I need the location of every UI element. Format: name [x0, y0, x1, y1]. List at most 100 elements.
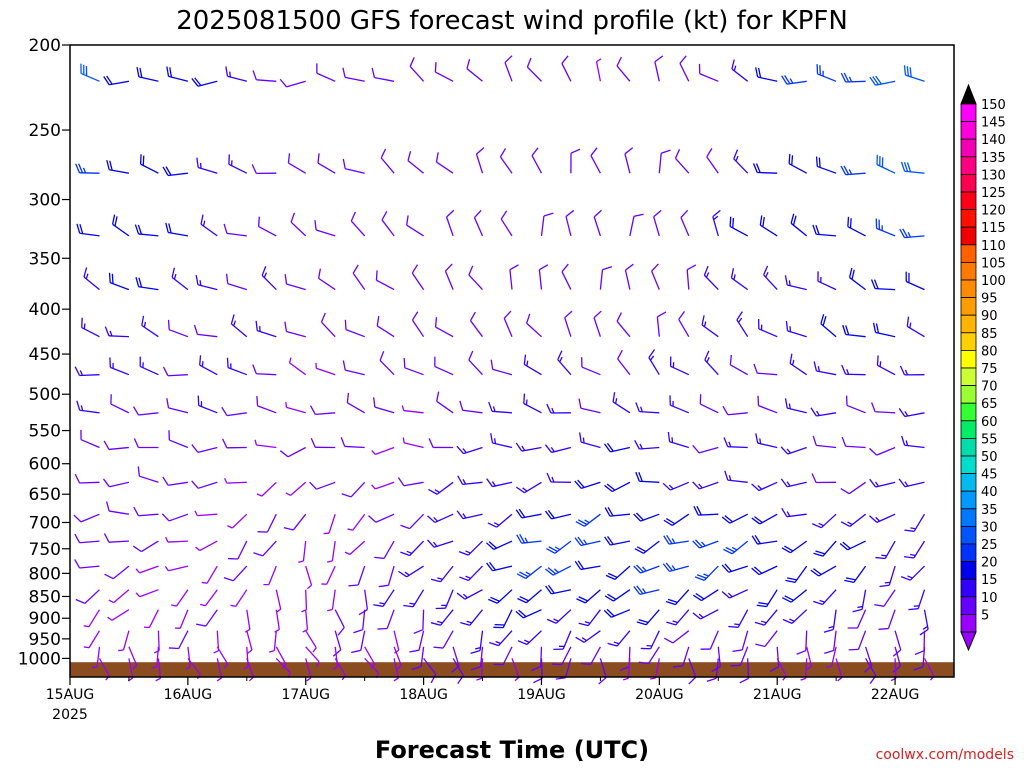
wind-barb: [171, 589, 189, 607]
wind-barb: [83, 630, 101, 649]
wind-barb: [411, 311, 425, 338]
wind-barb: [377, 609, 395, 630]
wind-barb: [758, 318, 778, 338]
wind-barb: [407, 150, 425, 174]
wind-barb: [900, 565, 925, 581]
colorbar-swatch: [960, 332, 977, 351]
wind-barb: [908, 589, 926, 611]
wind-barb: [816, 64, 837, 82]
wind-barb: [200, 589, 218, 607]
wind-barb: [504, 55, 513, 82]
wind-barb: [468, 350, 483, 376]
wind-barb: [693, 505, 719, 516]
wind-barb: [878, 609, 896, 630]
wind-barb: [105, 501, 130, 515]
wind-barb: [475, 147, 485, 174]
wind-barb: [515, 442, 542, 452]
wind-barb: [692, 481, 719, 490]
colorbar-label: 30: [981, 520, 998, 535]
wind-barb: [246, 658, 255, 682]
x-tick-sublabel: 2025: [52, 707, 88, 723]
x-tick-label: 16AUG: [164, 687, 213, 703]
colorbar-label: 140: [981, 133, 1006, 148]
colorbar-swatch: [960, 526, 977, 545]
wind-barb: [739, 658, 750, 684]
wind-barb: [546, 403, 571, 414]
wind-barb: [256, 481, 277, 497]
wind-barb: [823, 609, 837, 633]
wind-barb: [721, 563, 748, 573]
x-tick-label: 21AUG: [753, 687, 802, 703]
wind-barb: [403, 357, 424, 376]
wind-barb: [374, 540, 395, 560]
wind-barb: [134, 224, 159, 237]
wind-barb: [751, 565, 778, 576]
wind-barb: [790, 213, 808, 237]
wind-barb: [375, 270, 395, 291]
wind-barb: [133, 506, 159, 517]
wind-barb: [635, 402, 660, 414]
wind-barb: [578, 609, 601, 627]
colorbar-label: 105: [981, 256, 1006, 271]
wind-barb: [574, 536, 601, 547]
wind-barb: [108, 272, 130, 291]
wind-barb: [551, 646, 572, 666]
wind-barb: [80, 63, 100, 82]
wind-barb: [344, 540, 366, 556]
wind-barb: [106, 160, 130, 174]
wind-barb: [515, 609, 542, 619]
wind-barb: [411, 264, 425, 290]
wind-barb: [348, 565, 366, 587]
wind-barb: [872, 322, 896, 338]
wind-barb: [871, 402, 896, 414]
wind-barb: [721, 513, 748, 524]
wind-barb: [692, 609, 719, 620]
wind-barb: [470, 630, 484, 655]
wind-barb: [672, 646, 690, 668]
colorbar-label: 60: [981, 415, 998, 430]
wind-barb: [490, 359, 513, 376]
y-tick-label: 650: [29, 485, 61, 505]
wind-barb: [599, 266, 613, 290]
wind-barb: [251, 164, 277, 175]
wind-barb: [378, 565, 395, 588]
wind-barb: [899, 228, 925, 239]
wind-barb: [257, 513, 277, 533]
wind-barb: [434, 317, 454, 338]
wind-barb: [531, 646, 543, 671]
wind-barb: [285, 401, 306, 414]
wind-barb: [373, 589, 395, 608]
wind-barb: [430, 565, 454, 583]
wind-barb: [538, 264, 549, 290]
wind-barb: [346, 392, 366, 414]
wind-barb: [658, 149, 671, 174]
wind-barb: [581, 357, 601, 376]
colorbar-label: 45: [981, 468, 998, 483]
wind-barb: [107, 609, 130, 621]
wind-barb: [815, 156, 837, 174]
wind-barb: [428, 438, 454, 449]
wind-barb: [789, 353, 808, 376]
wind-barb: [104, 565, 130, 580]
wind-barb: [162, 366, 188, 377]
wind-barb: [371, 481, 395, 490]
wind-barb: [191, 480, 218, 489]
wind-barb: [118, 630, 130, 652]
wind-barb: [256, 395, 277, 414]
x-tick-label: 18AUG: [399, 687, 448, 703]
wind-barb: [352, 264, 366, 290]
wind-barb: [290, 212, 307, 237]
wind-barb: [796, 630, 808, 655]
wind-barb: [874, 589, 896, 607]
wind-barb: [811, 473, 837, 484]
wind-barb: [397, 477, 424, 487]
y-tick-label: 200: [29, 36, 61, 56]
wind-barb: [812, 513, 837, 529]
y-tick-label: 500: [29, 385, 61, 405]
wind-barb: [580, 646, 601, 665]
wind-barb: [565, 209, 575, 237]
wind-barb: [428, 481, 454, 495]
wind-barb: [227, 513, 248, 529]
wind-barb: [678, 311, 690, 338]
wind-barb: [196, 157, 218, 174]
